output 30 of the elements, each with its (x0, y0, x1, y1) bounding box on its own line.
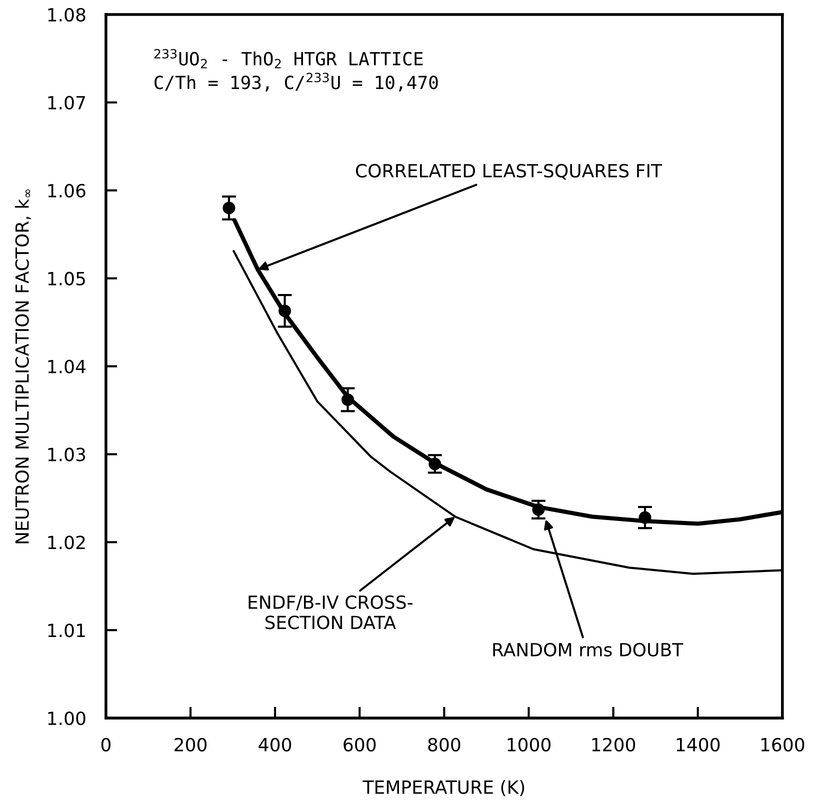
point (638, 511, 652, 524)
x-axis-title: TEMPERATURE (K) (362, 780, 524, 796)
y-tick-label: 1.07 (48, 96, 85, 110)
annotation: RANDOM rms DOUBT (493, 642, 684, 656)
x-tick-label: 600 (344, 738, 376, 752)
y-tick-label: 1.05 (48, 272, 85, 286)
point (222, 202, 236, 214)
point (342, 393, 354, 406)
point (278, 304, 292, 318)
x-tick-label: 200 (174, 738, 207, 752)
x-tick-label: 400 (258, 738, 292, 752)
point (428, 458, 442, 470)
x-tick-label: 1400 (676, 738, 720, 752)
x-tick-label: 1600 (761, 738, 804, 752)
x-tick-label: 800 (428, 738, 460, 752)
x-tick-label: 1200 (592, 738, 636, 752)
y-tick-label: 1.02 (48, 536, 85, 550)
y-axis-title: NEUTRON MULTIPLICATION FACTOR, k$_{∞}$ (14, 190, 31, 544)
y-tick-label: 1.06 (48, 184, 86, 198)
y-tick-label: 1.01 (48, 624, 85, 638)
x-tick-label: 1000 (508, 738, 551, 752)
y-tick-label: 1.04 (48, 360, 86, 374)
annotation: ENDF/B-IV CROSS- SECTION DATA (248, 595, 412, 630)
annotation: CORRELATED LEAST-SQUARES FIT (356, 164, 662, 180)
y-tick-label: 1.00 (48, 712, 86, 726)
y-tick-label: 1.03 (48, 448, 86, 462)
text: $^{233}$UO$_{2}$ - ThO$_{2}$ HTGR LATTICE C/Th = 193, C/$^{233}$U = 10,470 (154, 48, 438, 92)
point (532, 503, 545, 516)
y-tick-label: 1.08 (48, 8, 86, 22)
x-tick-label: 0 (101, 738, 110, 752)
